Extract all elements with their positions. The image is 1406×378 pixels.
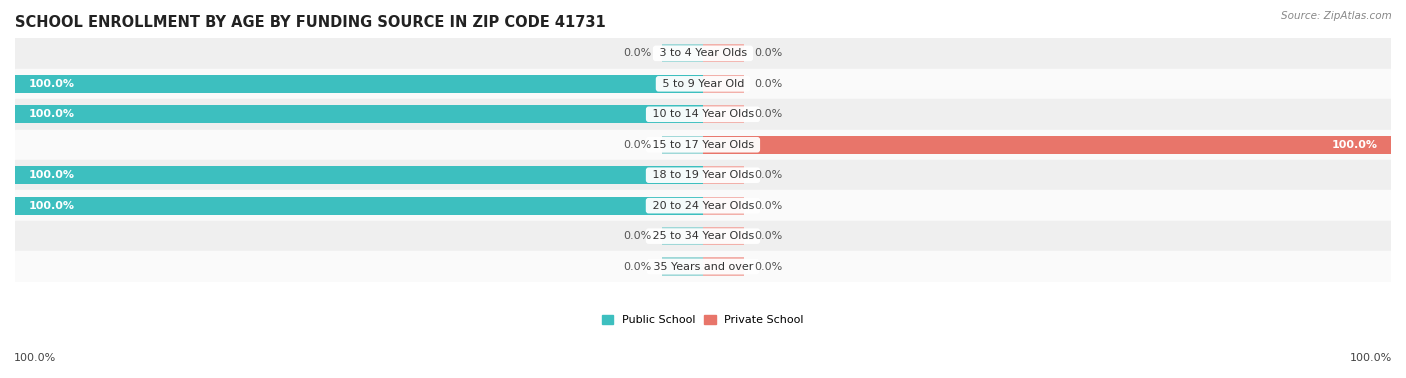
Text: 100.0%: 100.0% <box>28 109 75 119</box>
Bar <box>15 221 1391 251</box>
Bar <box>15 160 1391 191</box>
Text: 0.0%: 0.0% <box>755 262 783 272</box>
Text: 25 to 34 Year Olds: 25 to 34 Year Olds <box>648 231 758 241</box>
Bar <box>662 227 703 245</box>
Text: 0.0%: 0.0% <box>623 262 651 272</box>
Text: 0.0%: 0.0% <box>755 170 783 180</box>
Bar <box>703 105 744 124</box>
Bar <box>15 130 1391 160</box>
Text: 0.0%: 0.0% <box>755 231 783 241</box>
Text: 100.0%: 100.0% <box>28 79 75 89</box>
Bar <box>15 166 703 184</box>
Text: 0.0%: 0.0% <box>755 48 783 58</box>
Text: 0.0%: 0.0% <box>623 140 651 150</box>
Text: 0.0%: 0.0% <box>755 79 783 89</box>
Text: 100.0%: 100.0% <box>28 170 75 180</box>
Bar <box>703 75 744 93</box>
Text: 100.0%: 100.0% <box>1350 353 1392 363</box>
Text: 18 to 19 Year Olds: 18 to 19 Year Olds <box>648 170 758 180</box>
Bar <box>15 68 1391 99</box>
Legend: Public School, Private School: Public School, Private School <box>598 311 808 330</box>
Text: 100.0%: 100.0% <box>14 353 56 363</box>
Text: 20 to 24 Year Olds: 20 to 24 Year Olds <box>648 201 758 211</box>
Bar <box>662 257 703 276</box>
Text: 100.0%: 100.0% <box>1331 140 1378 150</box>
Text: 0.0%: 0.0% <box>755 201 783 211</box>
Bar <box>662 136 703 154</box>
Bar <box>15 251 1391 282</box>
Bar <box>15 75 703 93</box>
Text: SCHOOL ENROLLMENT BY AGE BY FUNDING SOURCE IN ZIP CODE 41731: SCHOOL ENROLLMENT BY AGE BY FUNDING SOUR… <box>15 15 606 30</box>
Text: 0.0%: 0.0% <box>623 231 651 241</box>
Bar <box>15 99 1391 130</box>
Bar <box>15 191 1391 221</box>
Text: 0.0%: 0.0% <box>623 48 651 58</box>
Text: 10 to 14 Year Olds: 10 to 14 Year Olds <box>648 109 758 119</box>
Text: 35 Years and over: 35 Years and over <box>650 262 756 272</box>
Bar <box>15 105 703 124</box>
Bar <box>703 166 744 184</box>
Bar <box>703 197 744 215</box>
Text: Source: ZipAtlas.com: Source: ZipAtlas.com <box>1281 11 1392 21</box>
Bar <box>703 136 1391 154</box>
Bar <box>662 44 703 62</box>
Text: 15 to 17 Year Olds: 15 to 17 Year Olds <box>648 140 758 150</box>
Text: 100.0%: 100.0% <box>28 201 75 211</box>
Text: 0.0%: 0.0% <box>755 109 783 119</box>
Bar <box>703 44 744 62</box>
Bar <box>703 257 744 276</box>
Text: 3 to 4 Year Olds: 3 to 4 Year Olds <box>655 48 751 58</box>
Bar <box>15 38 1391 68</box>
Text: 5 to 9 Year Old: 5 to 9 Year Old <box>658 79 748 89</box>
Bar <box>15 197 703 215</box>
Bar <box>703 227 744 245</box>
